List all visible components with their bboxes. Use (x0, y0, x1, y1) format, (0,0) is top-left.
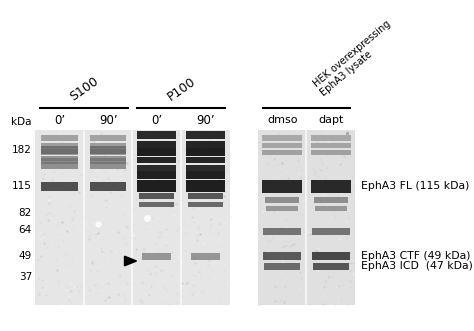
Bar (186, 131, 225, 139)
Bar (314, 197, 347, 203)
Bar (41, 146, 78, 154)
Text: 0’: 0’ (151, 114, 163, 126)
Bar (311, 143, 351, 148)
Text: 82: 82 (19, 208, 32, 218)
Bar (266, 206, 298, 211)
Bar (186, 171, 225, 179)
Bar (312, 227, 350, 234)
Text: 90’: 90’ (99, 114, 118, 126)
Bar (312, 252, 350, 260)
Bar (139, 202, 174, 207)
Bar (90, 146, 127, 154)
Bar (263, 135, 302, 141)
Text: kDa: kDa (11, 117, 32, 127)
Text: S100: S100 (67, 74, 100, 103)
Text: EphA3 CTF (49 kDa): EphA3 CTF (49 kDa) (361, 251, 471, 261)
Bar (180, 130, 182, 305)
Bar (90, 181, 127, 191)
Bar (41, 162, 78, 168)
Bar (137, 140, 176, 148)
Bar (139, 193, 174, 199)
Text: 90’: 90’ (196, 114, 215, 126)
Bar (90, 135, 127, 141)
Bar (41, 143, 78, 148)
Bar (137, 171, 176, 179)
Bar (186, 165, 225, 171)
Bar (306, 130, 308, 305)
Bar (35, 130, 230, 305)
Bar (90, 149, 127, 155)
Text: 49: 49 (19, 251, 32, 261)
Bar (41, 158, 78, 164)
Bar (137, 131, 176, 139)
Bar (137, 148, 176, 156)
Bar (311, 135, 351, 141)
Bar (41, 149, 78, 155)
Text: dapt: dapt (318, 115, 344, 125)
Bar (264, 262, 301, 269)
Bar (90, 162, 127, 168)
Bar (137, 180, 176, 192)
Text: 182: 182 (12, 145, 32, 155)
Bar (265, 197, 299, 203)
Bar (41, 135, 78, 141)
Bar (264, 252, 301, 260)
Bar (41, 181, 78, 191)
Text: HEK overexpressing
EphA3 lysate: HEK overexpressing EphA3 lysate (311, 19, 400, 98)
Bar (90, 156, 127, 161)
Bar (191, 253, 220, 260)
Bar (188, 202, 223, 207)
Bar (263, 150, 302, 155)
Bar (90, 158, 127, 164)
Bar (186, 140, 225, 148)
Bar (311, 179, 351, 193)
Text: EphA3 FL (115 kDa): EphA3 FL (115 kDa) (361, 181, 469, 191)
Bar (263, 179, 302, 193)
Text: dmso: dmso (267, 115, 298, 125)
Text: P100: P100 (164, 74, 198, 103)
Bar (83, 130, 85, 305)
Bar (186, 157, 225, 163)
Text: 37: 37 (19, 272, 32, 282)
Bar (312, 262, 349, 269)
Text: 0’: 0’ (54, 114, 65, 126)
Bar (311, 150, 351, 155)
Text: 64: 64 (19, 225, 32, 235)
Bar (263, 143, 302, 148)
Bar (264, 227, 301, 234)
Bar (142, 253, 172, 260)
Bar (131, 130, 134, 305)
Bar (188, 193, 223, 199)
Text: 115: 115 (12, 181, 32, 191)
Polygon shape (125, 256, 137, 266)
Bar (90, 143, 127, 148)
Bar (186, 180, 225, 192)
Text: EphA3 ICD  (47 kDa): EphA3 ICD (47 kDa) (361, 261, 473, 271)
Bar (137, 157, 176, 163)
Bar (137, 165, 176, 171)
Bar (315, 206, 346, 211)
Bar (41, 156, 78, 161)
Bar (258, 130, 355, 305)
Bar (186, 148, 225, 156)
